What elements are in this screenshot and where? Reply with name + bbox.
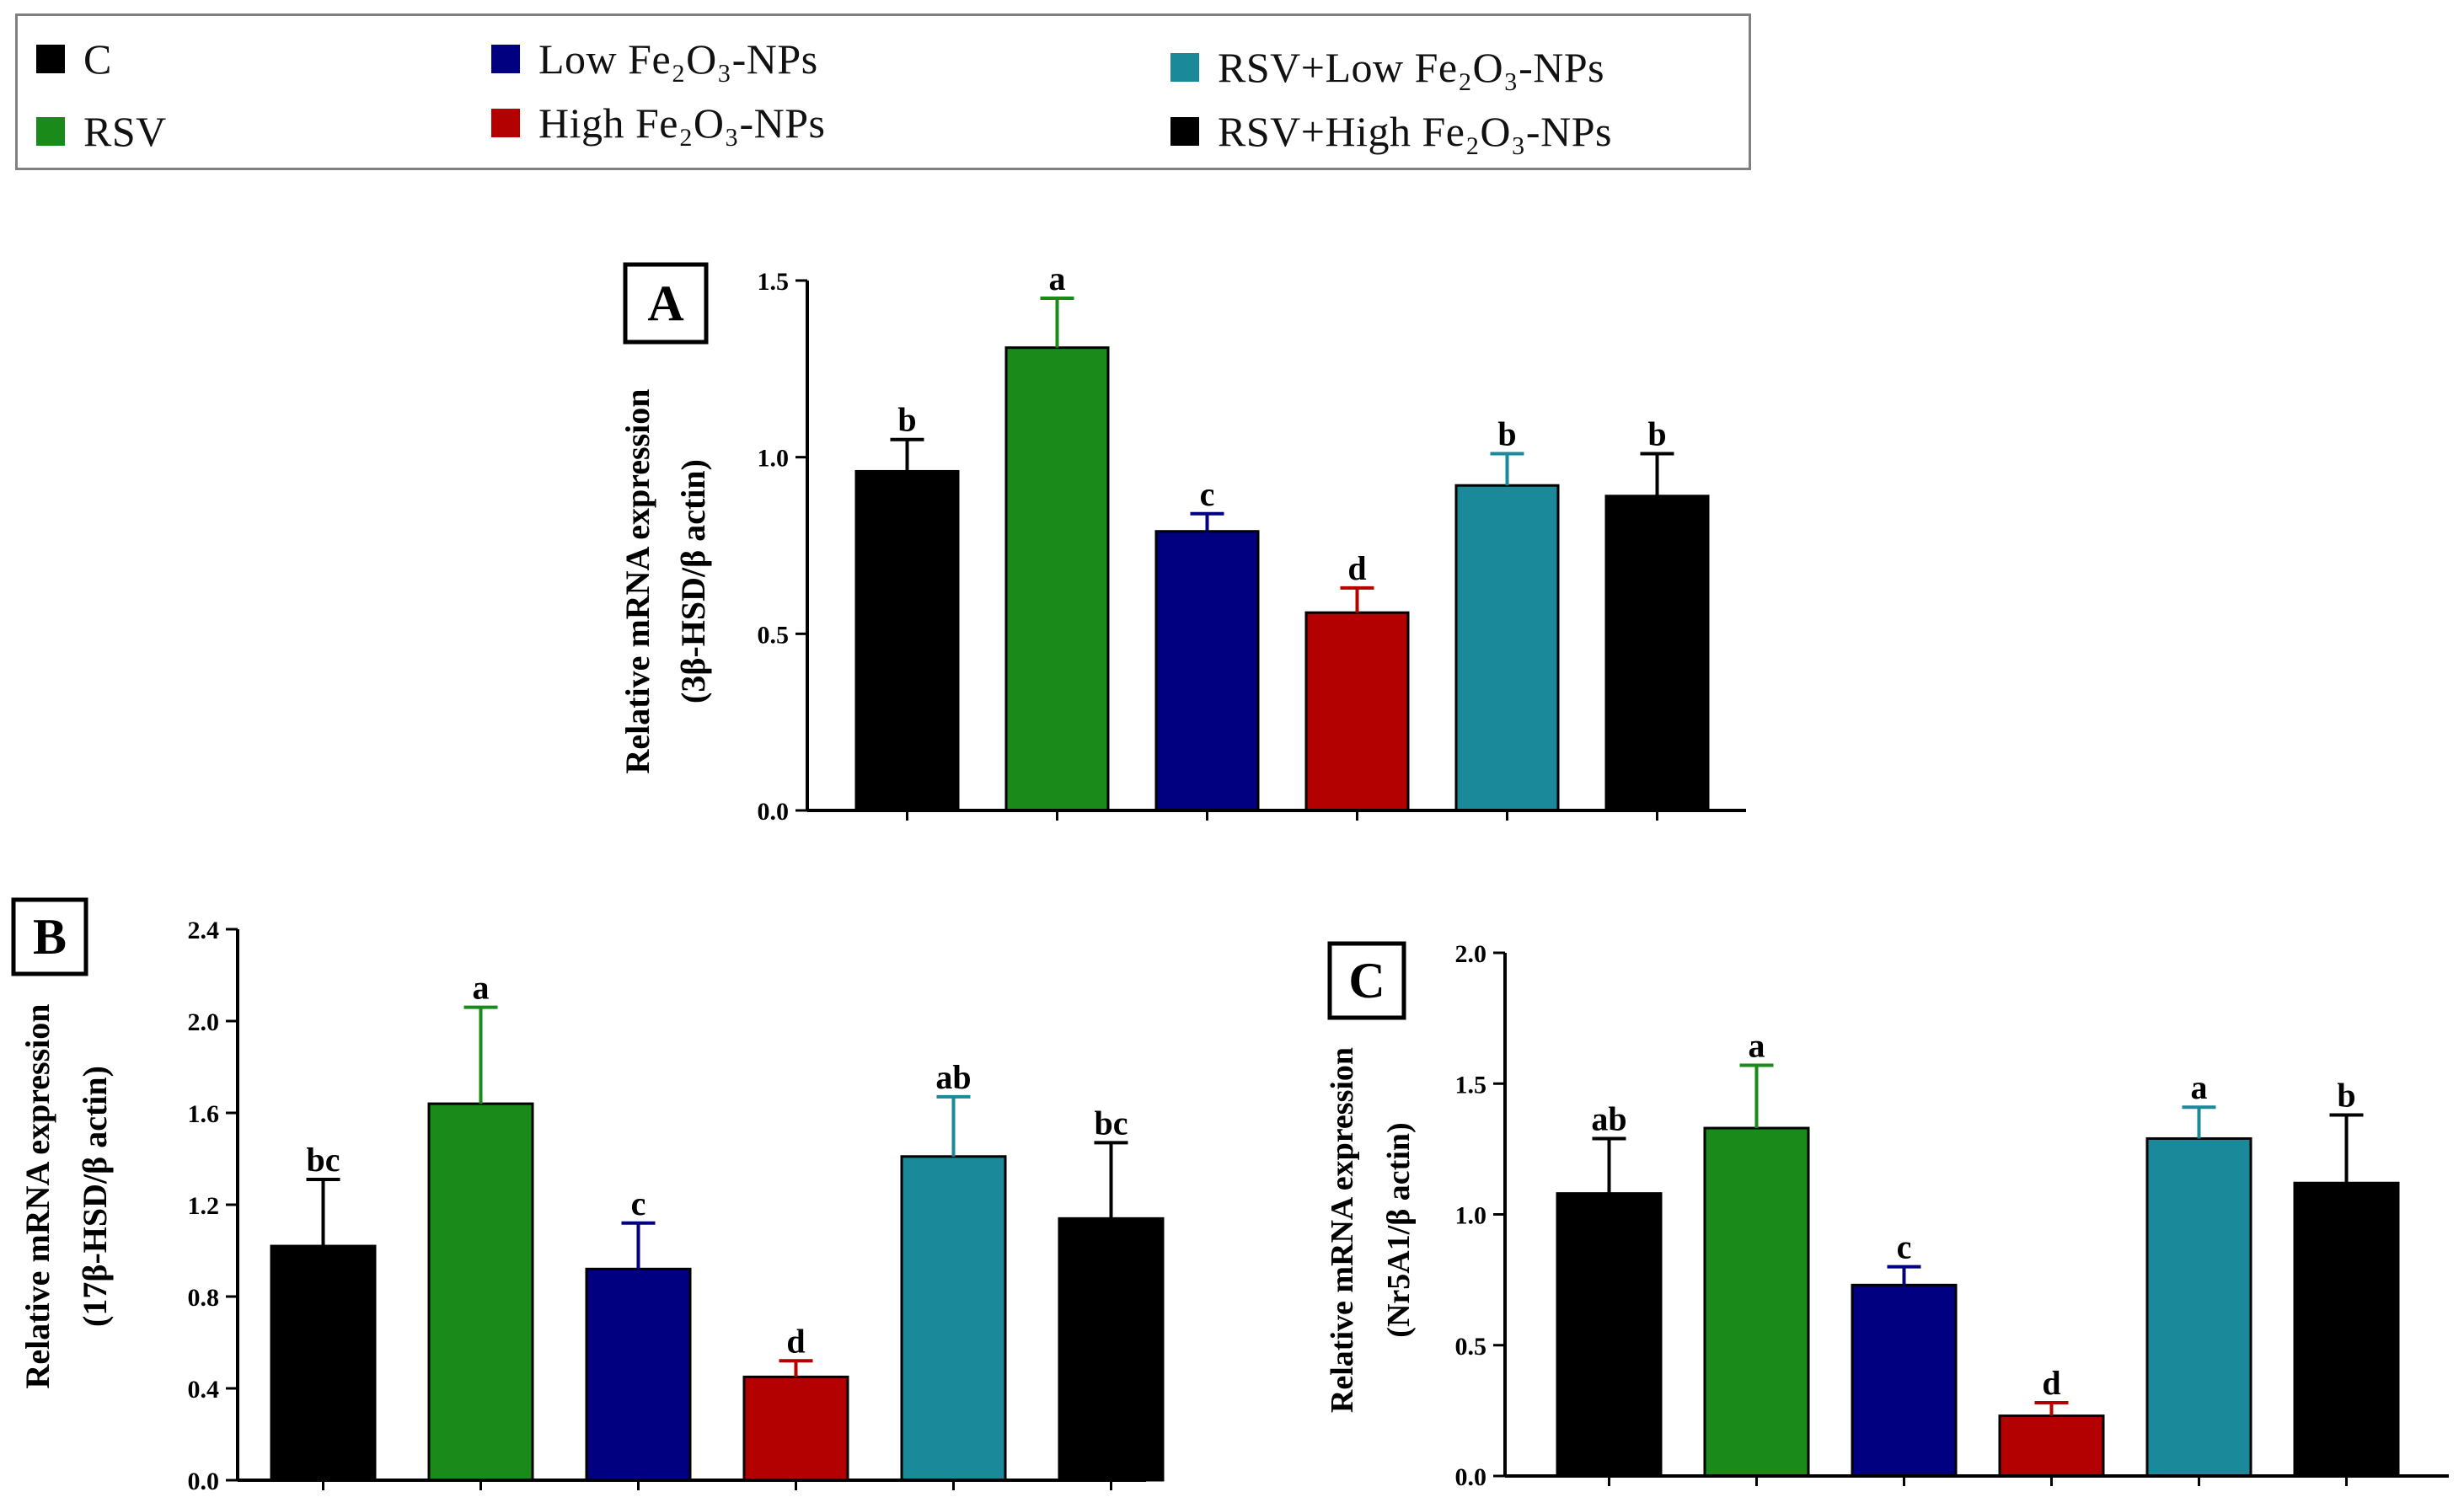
legend-swatch bbox=[1170, 53, 1199, 82]
legend-item-low-np: Low Fe₂O₃-NPs bbox=[491, 35, 818, 83]
bar bbox=[1058, 1217, 1165, 1482]
significance-label: a bbox=[2191, 1068, 2208, 1106]
y-axis-label: Relative mRNA expression bbox=[19, 1004, 56, 1389]
legend-item-c: C bbox=[36, 35, 112, 83]
bar bbox=[427, 1102, 534, 1482]
y-tick-label: 2.0 bbox=[188, 1008, 220, 1036]
panel-badge bbox=[1327, 941, 1406, 1020]
y-axis-label: Relative mRNA expression bbox=[619, 389, 656, 774]
legend-swatch bbox=[491, 109, 520, 137]
legend-label: RSV bbox=[83, 108, 167, 155]
panel-label: B bbox=[33, 909, 67, 965]
legend-swatch bbox=[1170, 117, 1199, 146]
significance-label: d bbox=[2042, 1364, 2060, 1402]
y-tick-label: 1.5 bbox=[758, 268, 790, 296]
legend-swatch bbox=[36, 45, 65, 73]
y-axis-label: Relative mRNA expression bbox=[1325, 1047, 1360, 1413]
y-tick-label: 0.0 bbox=[188, 1468, 220, 1495]
y-tick-label: 1.6 bbox=[188, 1100, 220, 1128]
significance-label: bc bbox=[307, 1141, 340, 1179]
bar bbox=[1454, 484, 1560, 812]
bar bbox=[900, 1155, 1007, 1482]
significance-label: a bbox=[473, 969, 490, 1007]
y-tick-label: 1.2 bbox=[188, 1192, 220, 1220]
chart-panel-b: Bbc a c d ab bc 0.0 0.4 0.8 1.2 1.6 2.0 2.4 Relative … bbox=[11, 897, 1165, 1495]
legend-item-high-np: High Fe₂O₃-NPs bbox=[491, 99, 826, 147]
significance-label: c bbox=[1897, 1228, 1912, 1266]
panel-label: A bbox=[647, 275, 683, 331]
bar bbox=[742, 1375, 849, 1482]
significance-label: b bbox=[897, 401, 916, 439]
panel-badge bbox=[11, 897, 88, 976]
panel-badge bbox=[623, 262, 709, 345]
bar bbox=[1998, 1414, 2105, 1478]
y-tick-label: 0.0 bbox=[1455, 1463, 1487, 1491]
y-tick-label: 0.4 bbox=[188, 1376, 220, 1404]
significance-label: ab bbox=[1591, 1099, 1626, 1137]
y-tick-label: 0.5 bbox=[1455, 1333, 1487, 1361]
legend-swatch bbox=[491, 45, 520, 73]
y-tick-label: 0.0 bbox=[758, 798, 790, 826]
y-axis-label: (17β-HSD/β actin) bbox=[76, 1066, 114, 1327]
legend-label: RSV+Low Fe₂O₃-NPs bbox=[1218, 44, 1605, 91]
bar bbox=[854, 469, 960, 812]
y-tick-label: 0.8 bbox=[188, 1284, 220, 1312]
bar bbox=[1304, 611, 1410, 812]
bar bbox=[1004, 346, 1110, 812]
significance-label: d bbox=[786, 1322, 805, 1360]
legend-label: C bbox=[83, 35, 112, 83]
significance-label: a bbox=[1749, 1027, 1765, 1065]
significance-label: c bbox=[1200, 475, 1215, 513]
significance-label: a bbox=[1049, 259, 1066, 297]
legend-item-rsv-high-np: RSV+High Fe₂O₃-NPs bbox=[1170, 107, 1612, 156]
bar bbox=[1556, 1192, 1663, 1478]
significance-label: b bbox=[1497, 414, 1516, 452]
significance-label: b bbox=[1647, 414, 1666, 452]
bar bbox=[2293, 1181, 2400, 1478]
significance-label: c bbox=[631, 1184, 646, 1222]
legend-label: High Fe₂O₃-NPs bbox=[538, 99, 826, 147]
y-tick-label: 2.0 bbox=[1455, 940, 1487, 968]
bar bbox=[1154, 530, 1260, 812]
significance-label: b bbox=[2337, 1077, 2355, 1115]
legend-item-rsv-low-np: RSV+Low Fe₂O₃-NPs bbox=[1170, 43, 1604, 92]
y-tick-label: 1.5 bbox=[1455, 1071, 1487, 1099]
significance-label: bc bbox=[1095, 1104, 1128, 1142]
y-axis-label: (Nr5A1/β actin) bbox=[1381, 1122, 1417, 1337]
legend-swatch bbox=[36, 117, 65, 146]
significance-label: ab bbox=[935, 1058, 971, 1096]
bar bbox=[1851, 1283, 1958, 1478]
significance-label: d bbox=[1347, 549, 1366, 587]
y-tick-label: 2.4 bbox=[188, 917, 220, 944]
bar bbox=[1604, 495, 1710, 812]
y-tick-label: 1.0 bbox=[758, 445, 790, 473]
y-tick-label: 1.0 bbox=[1455, 1202, 1487, 1230]
legend-label: Low Fe₂O₃-NPs bbox=[538, 35, 818, 83]
y-tick-label: 0.5 bbox=[758, 621, 790, 649]
chart-panel-a: Ab a c d b b 0.0 0.5 1.0 1.5 Relative mRNA express… bbox=[619, 259, 1746, 826]
panel-label: C bbox=[1348, 953, 1385, 1008]
bar bbox=[270, 1244, 377, 1482]
legend-item-rsv: RSV bbox=[36, 107, 167, 156]
chart-legend: C RSV Low Fe₂O₃-NPs High Fe₂O₃-NPs RSV+L… bbox=[15, 13, 1751, 170]
y-axis-label: (3β-HSD/β actin) bbox=[674, 459, 712, 703]
bar bbox=[1703, 1126, 1810, 1478]
legend-label: RSV+High Fe₂O₃-NPs bbox=[1218, 108, 1612, 155]
bar bbox=[2145, 1136, 2252, 1478]
bar bbox=[585, 1267, 692, 1482]
